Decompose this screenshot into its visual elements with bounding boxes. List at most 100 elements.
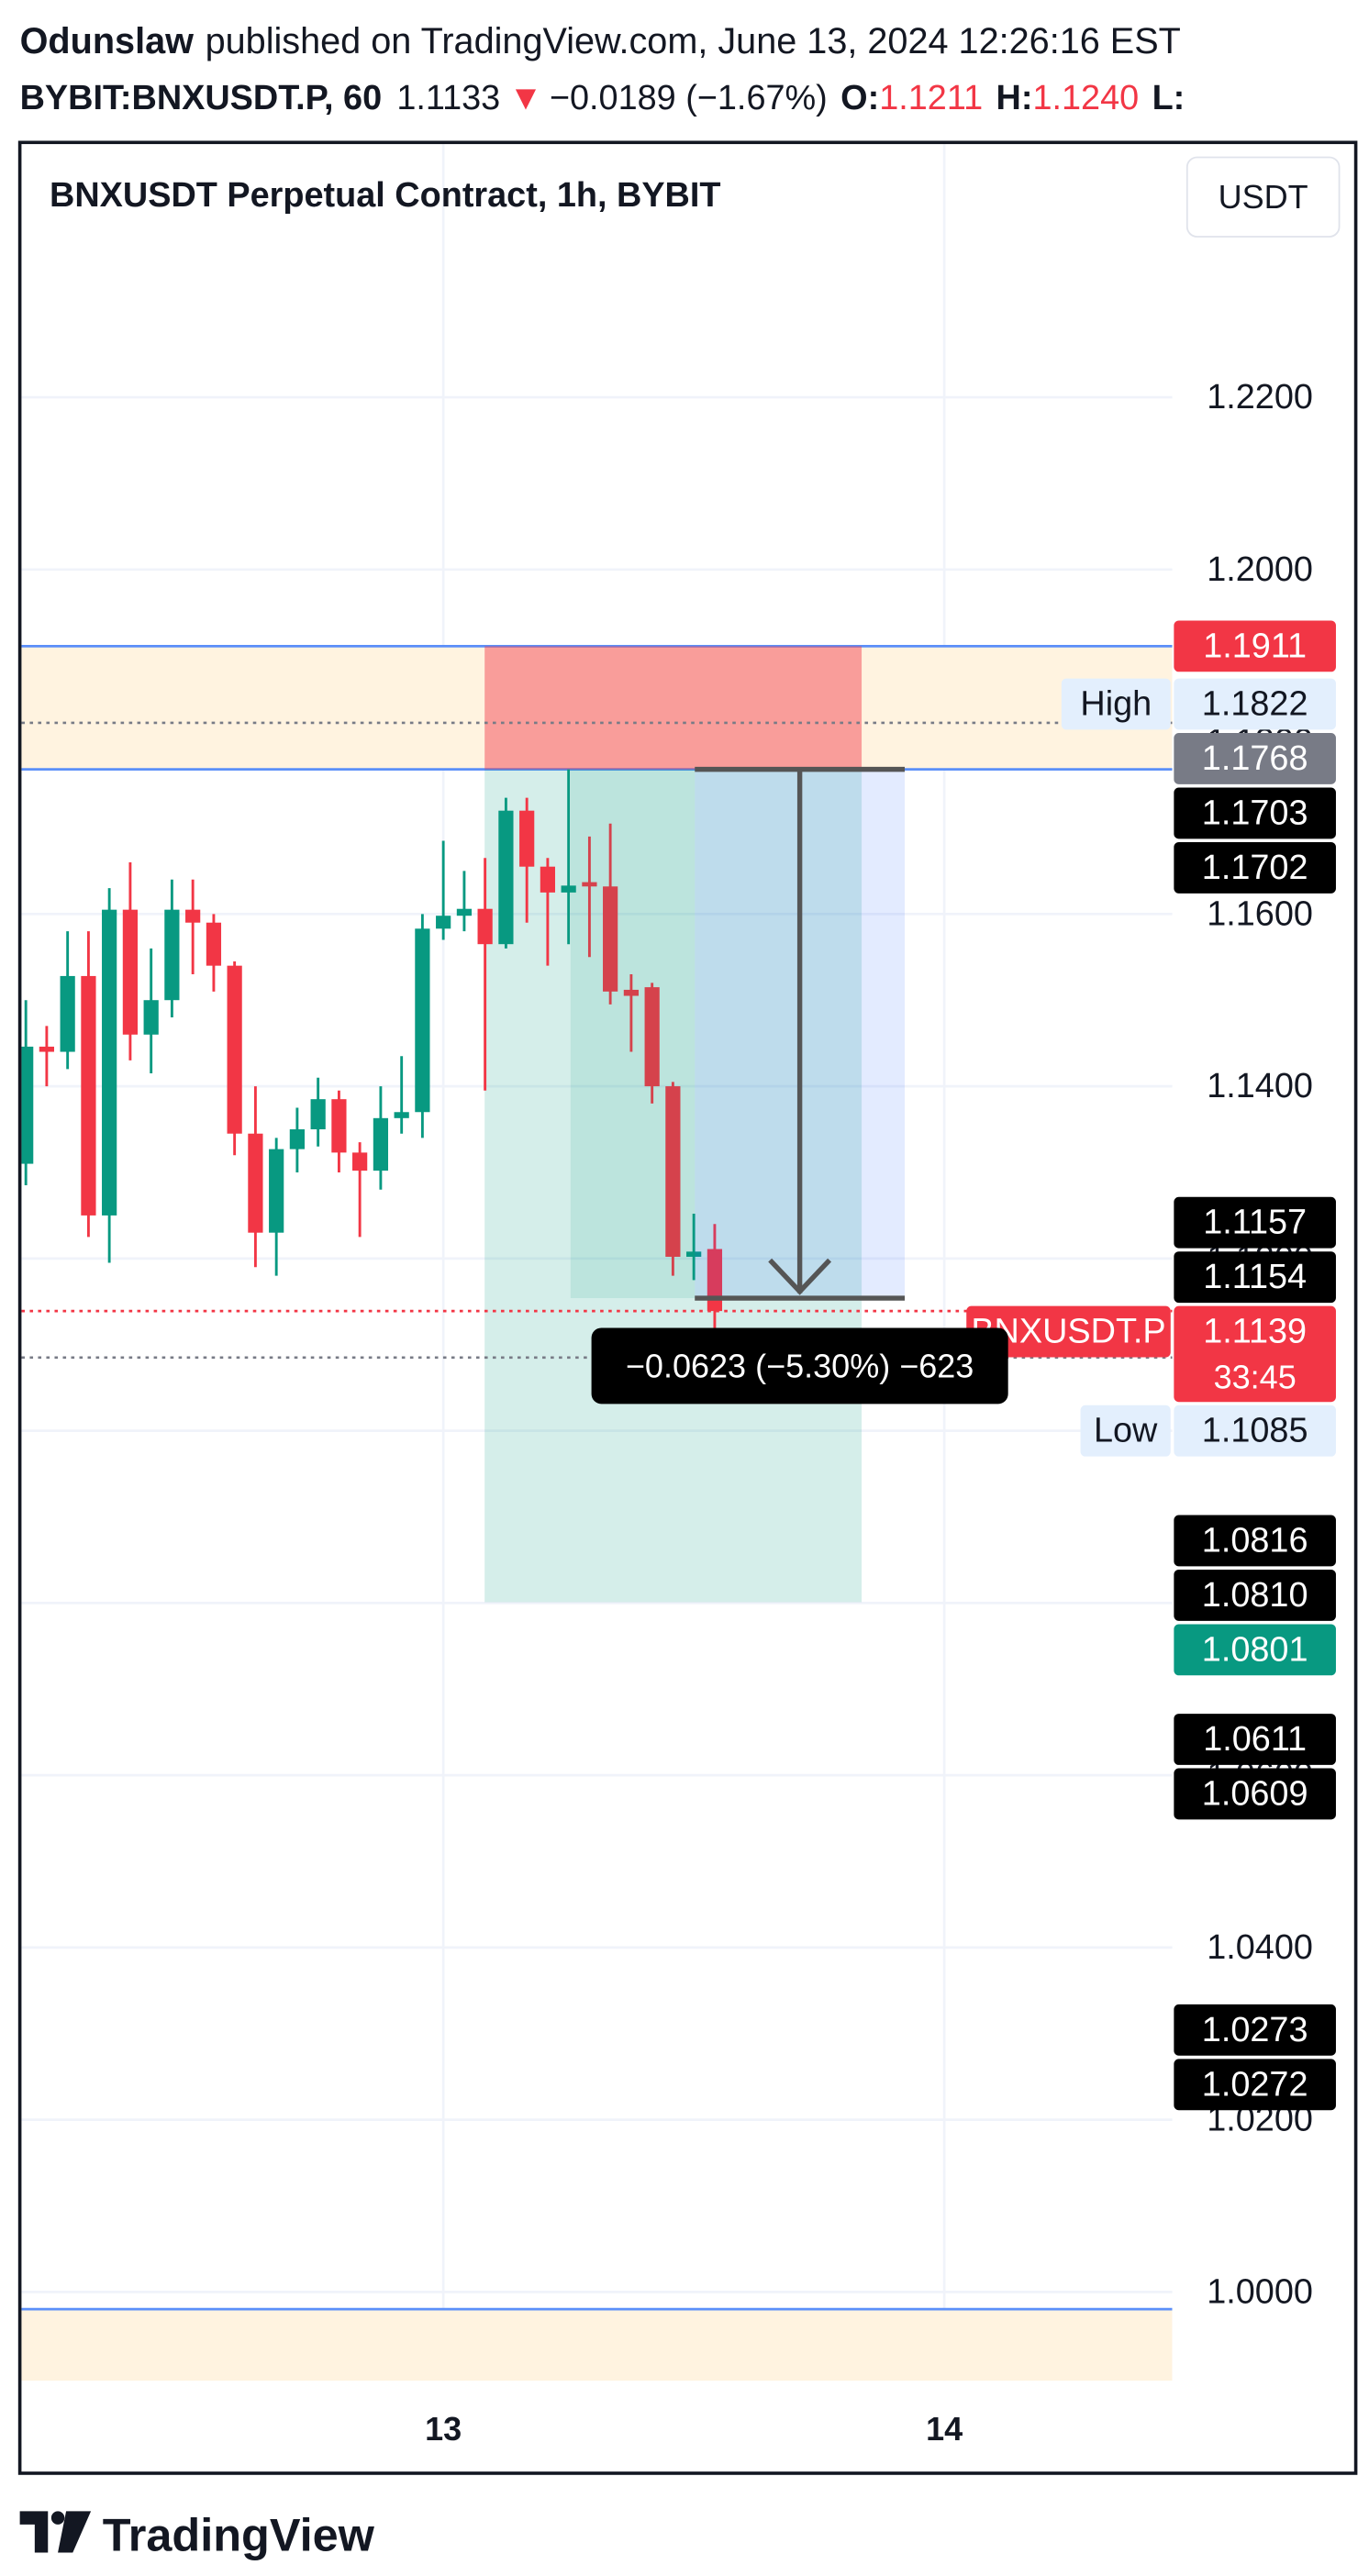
measure-label-box [591,1327,1008,1405]
price-badge [1174,2004,1336,2056]
price-badge-label: 1.0810 [1202,1576,1308,1615]
candle-body [394,1112,409,1118]
price-badge-label: 1.1911 [1203,627,1307,665]
open: 1.1211 [879,79,983,117]
candle-body [122,909,139,1035]
candle-body [331,1099,347,1153]
currency-button[interactable] [1185,156,1341,238]
x-tick-label: 13 [425,2410,462,2448]
low-label: L: [1152,79,1185,117]
candle-body [707,1249,723,1312]
price-badge [1174,1624,1336,1676]
price-badge [1174,1768,1336,1820]
candle-body [686,1251,702,1257]
price-badge [1174,787,1336,839]
chart-frame [17,140,1358,2475]
y-tick-label: 1.1600 [1207,894,1313,933]
price-badge [1174,1196,1336,1249]
candle-body [498,810,514,945]
stop-zone [484,646,863,770]
price-badge [1174,1305,1336,1403]
publish-line: Odunslaw published on TradingView.com, Ju… [20,21,1181,61]
candle-body [206,922,222,966]
candle-body [21,1046,34,1164]
logo-mark [19,2511,92,2553]
y-tick-label: 1.0400 [1207,1928,1313,1967]
author: Odunslaw [20,21,195,61]
brand: TradingView [103,2509,375,2561]
zone [21,646,1173,770]
price-badge-label: 1.1154 [1203,1258,1307,1296]
candle-body [269,1149,284,1233]
y-tick-label: 1.0000 [1207,2272,1313,2311]
measure-label: −0.0623 (−5.30%) −623 [626,1347,974,1384]
candle-body [540,866,555,893]
grid [21,144,1173,2382]
price-badge [1174,841,1336,894]
price-badge-label: 1.1157 [1203,1204,1307,1242]
y-tick-label: 1.2000 [1207,550,1313,589]
price-badge [1174,1569,1336,1621]
x-tick-label: 14 [926,2410,963,2448]
price-markers: 1.1911 1.1822 High 1.1768 1.1703 1.1702 1.1157… [966,620,1336,2111]
price-badge-label: 1.1703 [1202,794,1308,832]
price-badge [1174,2059,1336,2111]
candle-body [519,810,535,867]
price-badge-label: 1.1702 [1202,849,1308,887]
last-price: 1.1133 [396,79,500,117]
price-badge-label: 1.1085 [1202,1412,1308,1450]
symbol-line: BYBIT:BNXUSDT.P, 60 1.1133 ▼ −0.0189 (−1.67… [20,79,1185,117]
price-tag [1080,1405,1171,1457]
candle-body [289,1129,305,1149]
high: 1.1240 [1032,79,1139,117]
measure-band [570,769,696,1299]
candle-body [456,908,473,916]
candle-body [248,1133,263,1233]
price-badge [1174,678,1336,730]
candle-body [310,1099,326,1130]
candle-body [60,975,75,1052]
candle-body [164,909,180,1001]
price-badge [1174,1405,1336,1457]
price-badge [1174,1714,1336,1765]
price-badge-label: 1.0609 [1202,1774,1308,1813]
price-badge-label: 1.1768 [1202,739,1308,778]
candle-body [582,882,597,887]
candle-body [644,987,660,1087]
change: −0.0189 (−1.67%) [550,79,828,117]
candle-body [81,975,96,1216]
candle-body [39,1046,54,1052]
candle-body [477,908,493,945]
chart-title: BNXUSDT Perpetual Contract, 1h, BYBIT [50,176,720,215]
measure-arrowhead [768,1258,832,1295]
candle-body [665,1086,681,1257]
candle-body [603,886,618,992]
zone [21,2309,1173,2382]
price-badge-label: 1.0272 [1202,2065,1308,2104]
price-badge-label: 1.1822 [1202,684,1308,723]
candle-body [436,916,451,929]
countdown: 33:45 [1214,1359,1297,1396]
candle-body [415,928,430,1113]
high-label: H: [996,79,1033,117]
measure-tool [570,766,906,1301]
price-tag-label: High [1080,684,1152,723]
price-badge-label: 1.0801 [1202,1630,1308,1669]
y-tick-label: 1.2200 [1207,378,1313,416]
candle-body [143,1000,159,1035]
price-badge [1174,733,1336,784]
price-badge-label: 1.0611 [1203,1720,1307,1759]
price-badge [1174,620,1336,672]
candle-body [227,965,242,1134]
logo: TradingView [19,2509,375,2561]
published: published on TradingView.com, June 13, 2… [206,21,1181,61]
currency[interactable]: USDT [1219,178,1308,216]
price-tag [1061,678,1171,730]
price-badge-label: 1.0816 [1202,1521,1308,1560]
candle-body [561,885,576,893]
logo-dot [50,2511,65,2525]
price-badge-label: 1.1139 [1203,1313,1307,1351]
direction: ▼ [508,79,542,117]
